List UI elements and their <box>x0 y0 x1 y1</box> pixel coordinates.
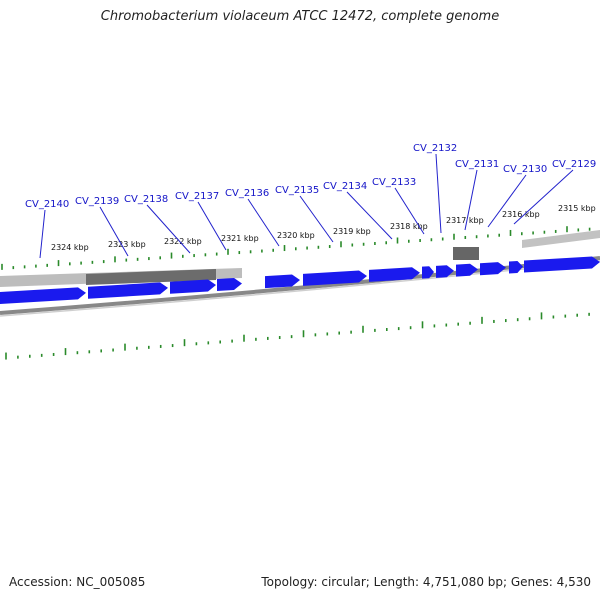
gene-arrow <box>88 282 168 299</box>
gene-track <box>0 256 600 304</box>
gene-label-cv2137: CV_2137 <box>175 191 219 202</box>
gene-arrow <box>456 263 478 277</box>
region-band-right <box>522 230 600 248</box>
gene-label-cv2134: CV_2134 <box>323 181 367 192</box>
map-title: Chromobacterium violaceum ATCC 12472, co… <box>100 9 500 24</box>
kbp-label-2322: 2322 kbp <box>164 237 202 246</box>
gene-arrow <box>480 262 506 276</box>
tick-track <box>1 226 591 360</box>
gene-arrow <box>217 277 242 291</box>
gene-label-cv2138: CV_2138 <box>124 194 168 205</box>
kbp-label-2324: 2324 kbp <box>51 243 89 252</box>
gene-arrow <box>0 287 86 304</box>
gene-arrow <box>369 267 420 282</box>
gene-label-leaders <box>39 153 574 259</box>
gene-label-cv2130: CV_2130 <box>503 164 547 175</box>
gene-label-cv2136: CV_2136 <box>225 188 269 199</box>
kbp-label-2318: 2318 kbp <box>390 222 428 231</box>
gene-arrow <box>170 279 216 294</box>
genome-summary: Topology: circular; Length: 4,751,080 bp… <box>261 575 591 589</box>
gene-label-cv2139: CV_2139 <box>75 196 119 207</box>
kbp-label-2319: 2319 kbp <box>333 227 371 236</box>
kbp-label-2323: 2323 kbp <box>108 240 146 249</box>
gene-label-cv2133: CV_2133 <box>372 177 416 188</box>
kbp-label-2317: 2317 kbp <box>446 216 484 225</box>
gene-arrow <box>436 265 454 278</box>
gene-arrow <box>509 260 523 274</box>
gene-labels: CV_2140 CV_2139 CV_2138 CV_2137 CV_2136 … <box>25 143 596 210</box>
kbp-label-2320: 2320 kbp <box>277 231 315 240</box>
gene-label-cv2129: CV_2129 <box>552 159 596 170</box>
kbp-label-2316: 2316 kbp <box>502 210 540 219</box>
gene-arrow <box>524 256 600 273</box>
gene-label-cv2132: CV_2132 <box>413 143 457 154</box>
gene-arrow <box>422 266 434 279</box>
region-block-dark <box>453 247 479 260</box>
gene-label-cv2140: CV_2140 <box>25 199 69 210</box>
gene-label-cv2135: CV_2135 <box>275 185 319 196</box>
kbp-label-2315: 2315 kbp <box>558 204 596 213</box>
accession-text: Accession: NC_005085 <box>9 575 146 589</box>
gene-arrow <box>265 274 300 289</box>
gene-arrow <box>303 270 367 286</box>
gene-label-cv2131: CV_2131 <box>455 159 499 170</box>
kbp-labels: 2324 kbp 2323 kbp 2322 kbp 2321 kbp 2320… <box>51 204 596 252</box>
kbp-label-2321: 2321 kbp <box>221 234 259 243</box>
